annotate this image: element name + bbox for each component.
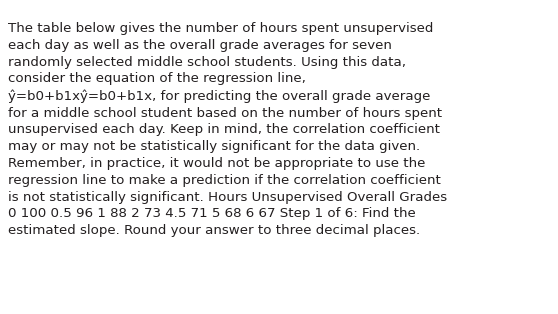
Text: The table below gives the number of hours spent unsupervised
each day as well as: The table below gives the number of hour…	[8, 22, 447, 237]
